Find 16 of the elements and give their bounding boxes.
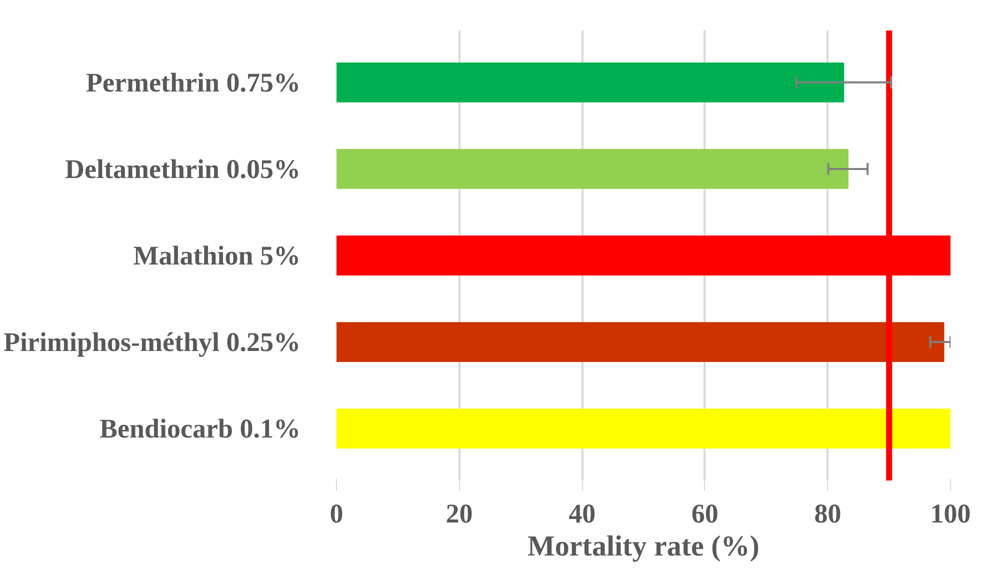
bar — [336, 322, 944, 362]
y-tick-label: Deltamethrin 0.05% — [65, 154, 301, 184]
x-tick-label: 0 — [330, 498, 344, 528]
y-tick-label: Bendiocarb 0.1% — [99, 414, 301, 444]
bar — [336, 408, 950, 449]
x-tick-label: 20 — [446, 498, 473, 528]
y-tick-label: Pirimiphos-méthyl 0.25% — [4, 327, 301, 358]
bar — [336, 148, 848, 189]
x-tick-label: 100 — [930, 498, 971, 528]
x-tick-label: 60 — [691, 498, 718, 528]
x-tick-label: 40 — [568, 498, 596, 528]
y-tick-label: Malathion 5% — [133, 240, 301, 270]
y-tick-label: Permethrin 0.75% — [86, 67, 301, 98]
x-tick-label: 80 — [814, 498, 842, 528]
x-axis-title: Mortality rate (%) — [528, 530, 760, 562]
bar — [336, 62, 844, 102]
